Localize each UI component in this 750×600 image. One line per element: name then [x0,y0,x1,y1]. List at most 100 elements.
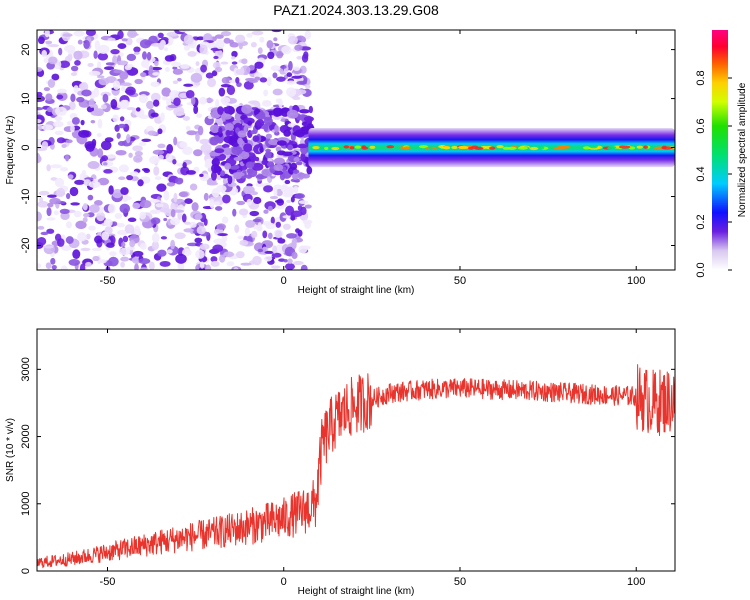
spectrogram-noise-blob [237,235,244,240]
spectrogram-x-axis: -50 0 50 100 [100,30,645,287]
spectrogram-noise-blob [177,263,185,270]
spectrogram-noise-blob [107,203,116,214]
spectrogram-noise-blob [177,77,182,82]
spectrogram-noise-blob [186,130,197,136]
spectrogram-noise-blob [264,201,276,210]
signal-band-hotspot [583,146,591,150]
snr-frame [36,328,676,572]
spectrogram-noise-blob [88,225,96,231]
spectrogram-noise-blob [41,124,54,131]
spectrogram-noise-blob [248,79,258,84]
signal-band-hotspot [661,146,674,150]
spectrogram-noise-blob [157,128,163,135]
spectrogram-noise-blob [121,99,130,108]
spectrogram-signal-band [308,127,675,168]
spectrogram-noise-blob [269,195,279,200]
spectrogram-noise-blob [91,247,102,252]
spectrogram-noise-blob [275,221,281,228]
spectrogram-cluster-blob [263,123,269,132]
spectrogram-noise-blob [187,50,197,57]
spectrogram-noise-blob [141,59,150,68]
spectrogram-cluster-blob [276,140,287,146]
spectrogram-noise-blob [108,256,119,267]
figure-title: PAZ1.2024.303.13.29.G08 [273,2,439,18]
spectrogram-noise-blob [298,245,308,254]
spectrogram-noise-blob [124,89,135,94]
x-tick-label: -50 [100,275,116,287]
spectrogram-noise-blob [84,141,96,150]
spectrogram-noise-blob [50,164,63,169]
spectrogram-cluster-blob [292,172,299,180]
spectrogram-cluster-blob [217,106,224,115]
spectrogram-noise-blob [45,40,53,45]
spectrogram-noise-blob [102,93,109,103]
spectrogram-noise-blob [65,236,74,244]
spectrogram-noise-blob [226,85,236,96]
snr-series-line [37,364,675,569]
spectrogram-noise-blob [200,64,207,73]
spectrogram-noise-blob [288,60,293,71]
spectrogram-cluster-blob [220,170,225,177]
spectrogram-noise-blob [257,248,264,253]
spectrogram-noise-blob [182,115,190,121]
spectrogram-noise-blob [119,203,131,214]
signal-band-hotspot [354,145,362,149]
spectrogram-noise-blob [251,30,264,36]
spectrogram-noise-blob [114,212,123,220]
spectrogram-noise-blob [261,101,272,107]
spectrogram-noise-blob [135,107,141,112]
spectrogram-noise-blob [267,51,275,60]
spectrogram-noise-blob [304,221,312,229]
spectrogram-noise-blob [276,76,286,82]
spectrogram-noise-blob [64,154,70,162]
spectrogram-noise-blob [264,250,275,254]
spectrogram-noise-blob [51,73,60,81]
spectrogram-noise-blob [182,146,193,155]
spectrogram-noise-blob [139,200,152,209]
spectrogram-noise-blob [73,85,79,94]
spectrogram-noise-blob [61,143,67,149]
spectrogram-noise-blob [59,208,70,214]
spectrogram-noise-blob [122,235,129,243]
spectrogram-noise-blob [46,164,51,172]
spectrogram-noise-blob [129,240,136,248]
spectrogram-noise-blob [278,258,286,262]
spectrogram-noise-blob [285,87,297,97]
spectrogram-noise-blob [118,123,126,129]
spectrogram-noise-blob [262,221,272,226]
spectrogram-noise-blob [170,201,179,212]
spectrogram-noise-blob [127,32,139,37]
spectrogram-noise-blob [85,261,92,268]
spectrogram-noise-blob [67,174,74,180]
spectrogram-noise-blob [80,247,91,252]
spectrogram-cluster-blob [245,161,255,169]
spectrogram-cluster-blob [225,129,231,137]
spectrogram-noise-blob [120,261,125,268]
spectrogram-noise-blob [150,66,163,71]
spectrogram-noise-blob [126,174,134,181]
spectrogram-cluster-blob [222,106,230,113]
spectrogram-noise-blob [199,44,208,55]
spectrogram-noise-blob [122,197,128,203]
spectrogram-noise-blob [262,230,268,239]
spectrogram-noise-blob [150,217,161,225]
spectrogram-noise-blob [71,117,80,125]
spectrogram-noise-blob [287,35,298,45]
spectrogram-noise-blob [60,211,70,221]
spectrogram-noise-blob [205,72,214,79]
snr-panel: -50 0 50 100 0 1000 2000 3000 Height of straig… [5,328,676,597]
spectrogram-noise-blob [60,167,69,172]
spectrogram-cluster-blob [210,171,217,181]
spectrogram-noise-blob [138,93,148,104]
spectrogram-noise-blob [194,213,203,220]
spectrogram-noise-blob [195,249,205,259]
spectrogram-noise-blob [37,200,49,208]
signal-band-hotspot [468,146,474,150]
spectrogram-noise-blob [37,263,42,269]
spectrogram-noise-blob [46,207,52,217]
signal-band-hotspot [489,146,496,150]
signal-band-hotspot [451,145,458,150]
spectrogram-noise-blob [275,230,282,238]
signal-band-hotspot [343,145,350,149]
